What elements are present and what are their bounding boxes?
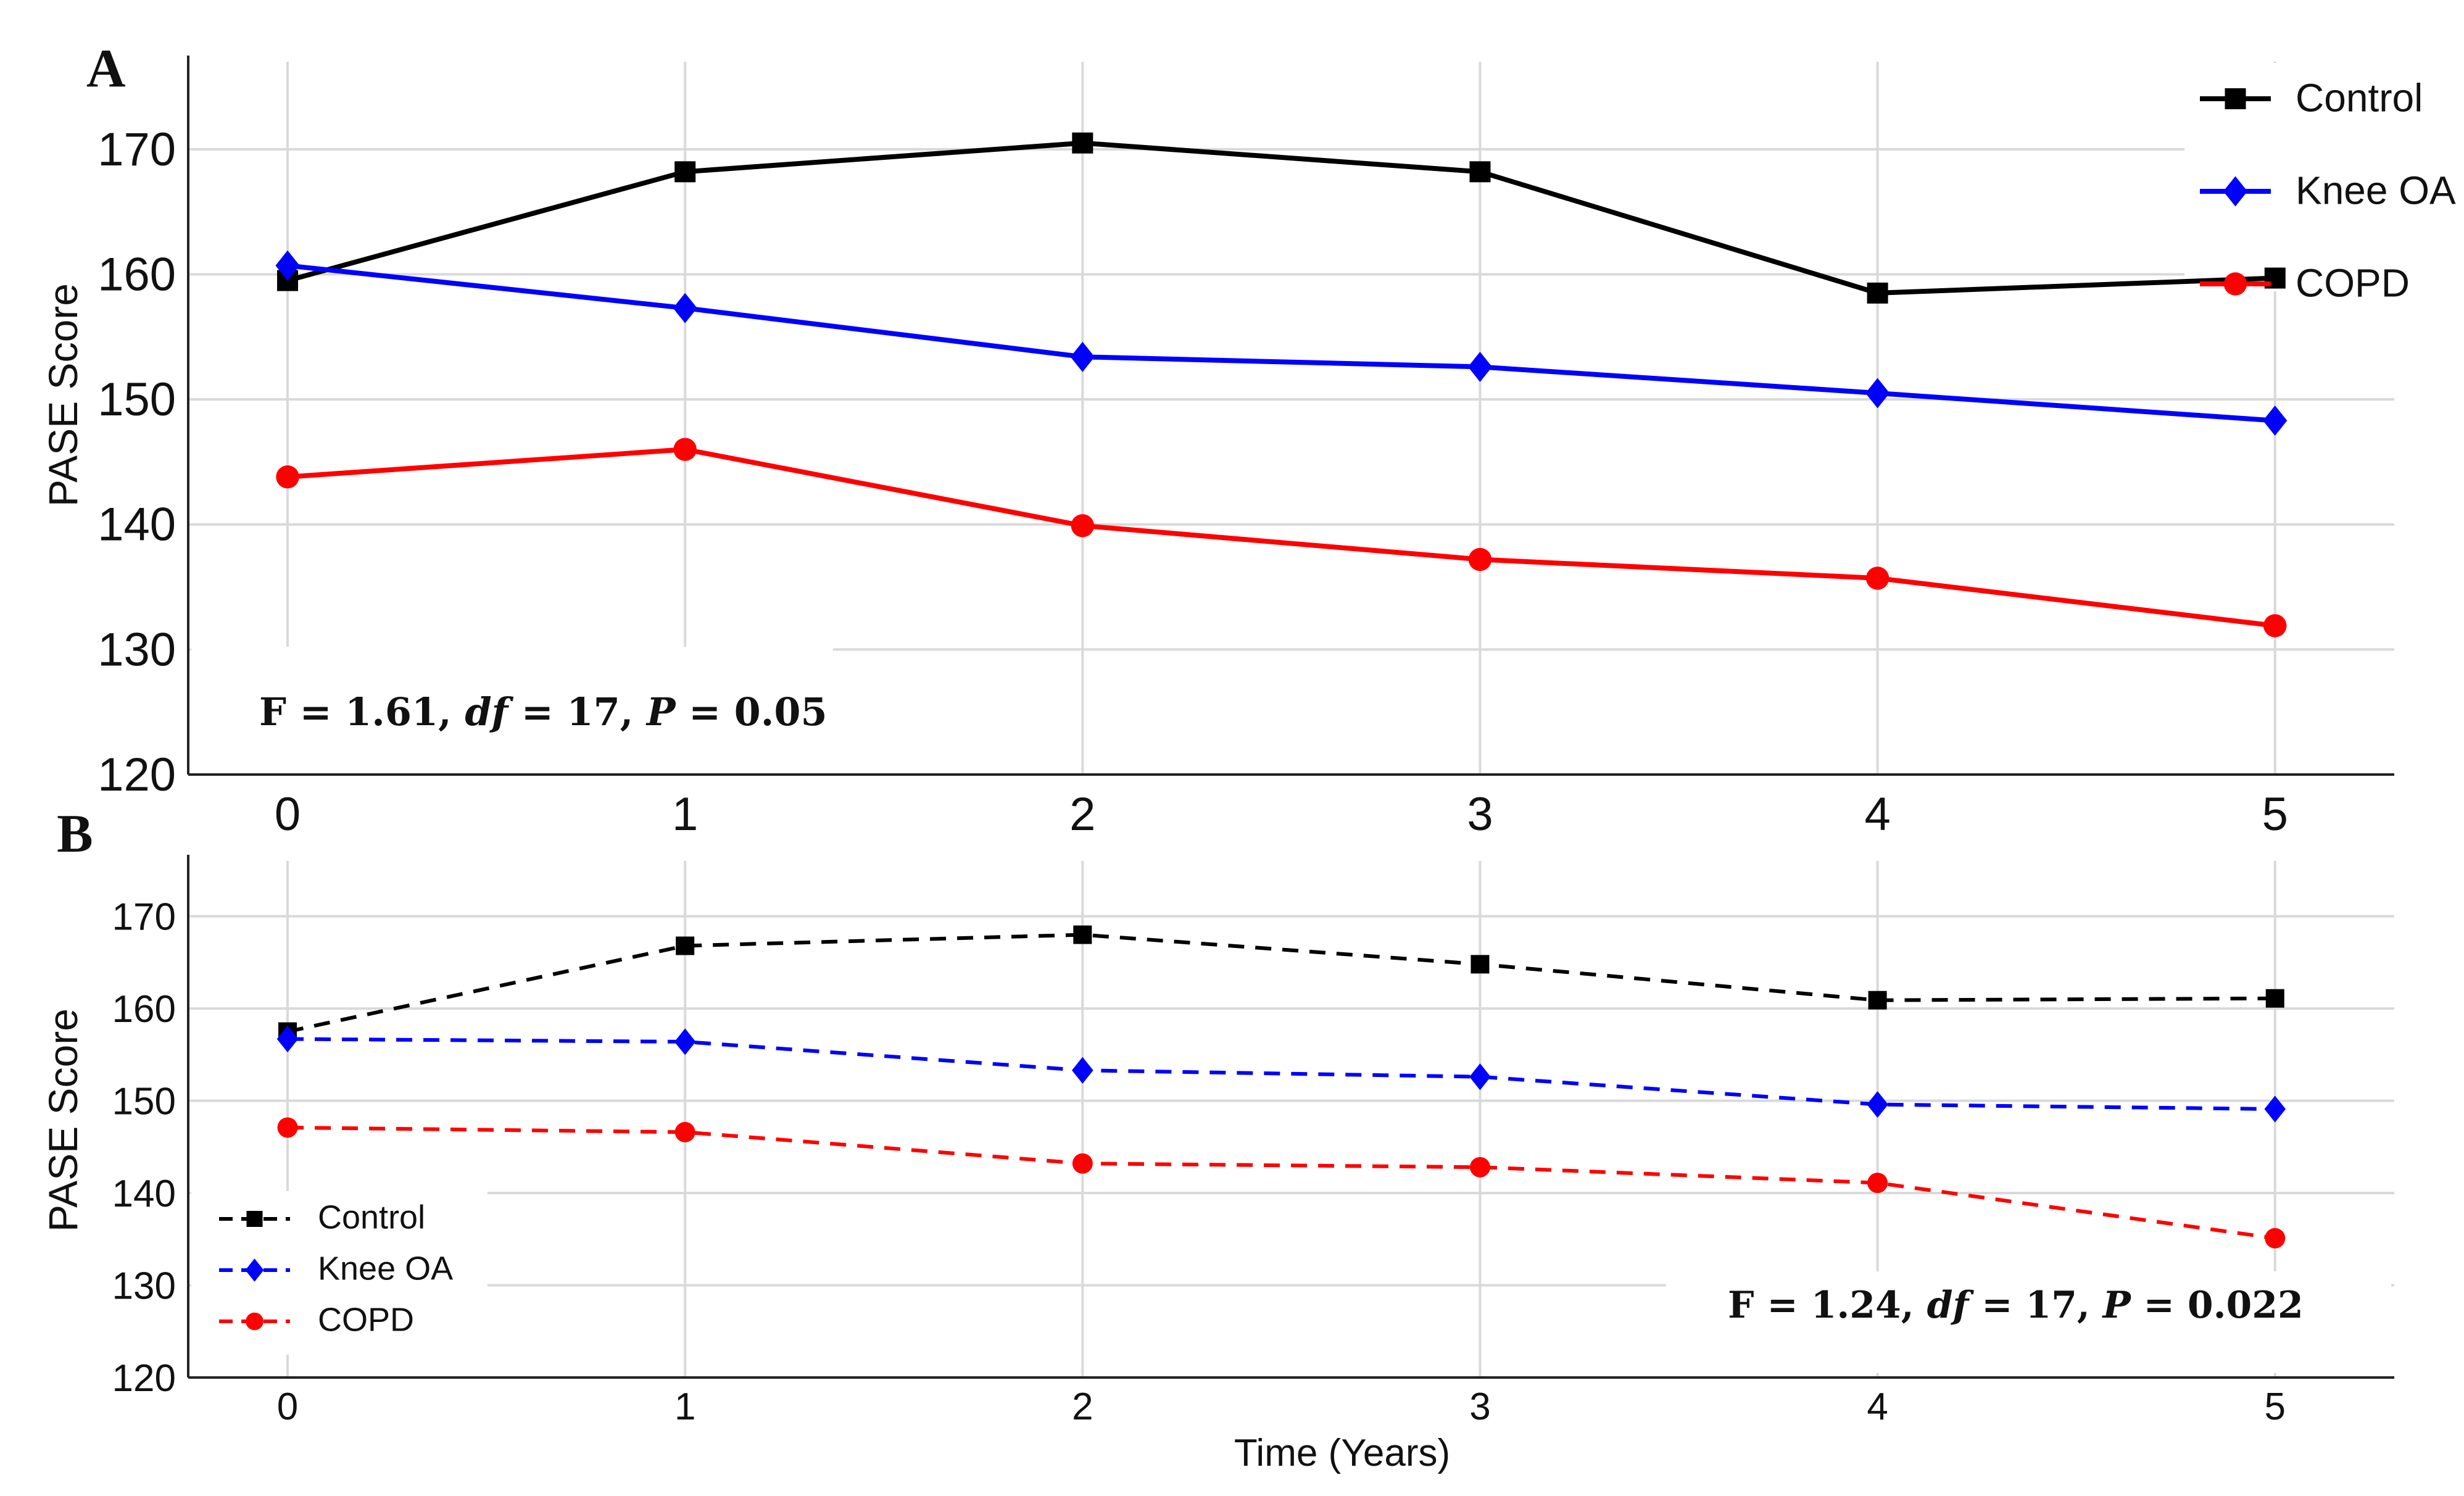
panel-b-series-copd-point [1469, 1157, 1490, 1178]
panel-a-stats-symbol: P [645, 689, 677, 734]
panel-a-ylabel: PASE Score [40, 283, 86, 507]
panel-b-xtick-label: 4 [1867, 1386, 1888, 1428]
panel-b-series-knee-oa-point [276, 1025, 299, 1053]
panel-b-series-knee-oa-point [1469, 1063, 1491, 1091]
panel-a-series-knee-oa-point [1467, 351, 1493, 382]
panel-b-ylabel: PASE Score [40, 1008, 86, 1232]
panel-b-series-knee-oa-point [1072, 1057, 1093, 1084]
panel-b-legend-box [191, 1191, 487, 1355]
panel-a-legend-copd-marker [2223, 272, 2247, 296]
panel-b-series-control-line [287, 933, 2275, 1034]
panel-a-series-copd-point [673, 438, 697, 461]
panel-a-series-control-point [1469, 161, 1491, 183]
panel-a-xtick-label: 4 [1864, 788, 1890, 841]
panel-b-stats-annotation: F = 1.24, df = 17, P = 0.022 [1728, 1284, 2304, 1327]
panel-b-letter: B [57, 804, 93, 864]
panel-a-xtick-label: 3 [1467, 788, 1493, 841]
panel-b-xlabel: Time (Years) [1234, 1432, 1450, 1474]
panel-a-xtick-label: 2 [1069, 788, 1095, 841]
panel-a-ytick-label: 130 [97, 623, 176, 676]
panel-b-ytick-label: 120 [112, 1357, 176, 1400]
panel-a-series-control-line [286, 140, 2275, 296]
panel-a-series-copd-point [1865, 567, 1889, 590]
panel-a-series-knee-oa-point [275, 250, 300, 281]
panel-b-xtick-label: 0 [277, 1386, 298, 1428]
panel-b-xtick-label: 5 [2265, 1386, 2286, 1428]
panel-b-series-control-point [1868, 991, 1887, 1010]
panel-a-stats-text: F = 1.61, [259, 689, 465, 734]
panel-b-ytick-label: 150 [112, 1081, 176, 1123]
panel-b-annotation-box [1666, 1271, 2391, 1373]
panel-b-stats-text: F = 1.24, [1728, 1284, 1927, 1327]
panel-a-series-control-point [674, 161, 696, 183]
panel-b-legend-control-label: Control [318, 1199, 425, 1236]
panel-b-series-knee-oa-point [674, 1028, 696, 1055]
panel-a-stats-annotation: F = 1.61, df = 17, P = 0.05 [259, 689, 828, 734]
panel-b-ytick-label: 160 [112, 988, 176, 1031]
panel-a-series-copd-point [1071, 514, 1095, 538]
panel-b-legend-control-marker [246, 1211, 263, 1227]
panel-b-ytick-label: 130 [112, 1265, 176, 1308]
panel-a-stats-symbol: df [465, 689, 513, 734]
panel-a-ytick-label: 160 [97, 248, 176, 301]
panel-b-series-control-point [1471, 955, 1490, 974]
panel-a-series-knee-oa-point [1070, 341, 1095, 372]
panel-a-letter: A [86, 39, 126, 99]
panel-b-ytick-label: 170 [112, 896, 176, 939]
panel-a-series-copd-point [2263, 614, 2287, 638]
panel-b-stats-symbol: P [2102, 1284, 2132, 1327]
panel-b-series-copd-point [674, 1121, 695, 1142]
panel-a-annotation-box [191, 647, 833, 773]
panel-b-xtick-label: 1 [674, 1386, 695, 1428]
panel-b-legend-copd-marker [246, 1312, 263, 1331]
panel-a-series-copd-point [1468, 547, 1492, 571]
panel-a-legend-copd-label: COPD [2296, 260, 2410, 305]
panel-a-xtick-label: 0 [275, 788, 301, 841]
panel-a-series-control-point [1072, 132, 1093, 154]
panel-a-series-knee-oa-point [673, 293, 697, 323]
panel-a-stats-text: = 17, [508, 689, 647, 734]
panel-a-xtick-label: 1 [672, 788, 698, 841]
panel-a-stats-text: = 0.05 [676, 689, 828, 734]
panel-b-stats-symbol: df [1927, 1284, 1975, 1327]
panel-b-series-control-point [1073, 925, 1092, 944]
panel-a: 120 130 140 150 160 170 0 1 2 3 4 5 PASE Score A Contr… [40, 39, 2456, 841]
panel-b-series-copd-point [1072, 1153, 1093, 1174]
panel-b-stats-text: = 17, [1968, 1284, 2102, 1327]
panel-a-series-knee-oa-point [1865, 378, 1890, 409]
panel-b-series-copd-line [288, 1125, 2276, 1240]
panel-a-legend-control-label: Control [2296, 75, 2423, 120]
panel-b-stats-text: = 0.022 [2131, 1284, 2304, 1327]
panel-a-legend-control-marker [2225, 88, 2246, 109]
panel-b-xtick-label: 2 [1072, 1386, 1093, 1428]
panel-a-ytick-label: 150 [97, 373, 176, 426]
panel-a-ytick-label: 170 [97, 123, 176, 176]
panel-b-series-control-point [676, 936, 695, 955]
panel-b-series-copd-point [2265, 1228, 2286, 1249]
panel-a-ytick-label: 120 [97, 749, 176, 801]
panel-a-ytick-label: 140 [97, 499, 176, 551]
panel-b-legend-copd-label: COPD [318, 1302, 414, 1339]
panel-b-series-knee-oa-point [2264, 1095, 2286, 1123]
panel-a-legend-knee-oa-label: Knee OA [2296, 168, 2456, 212]
panel-a-series-knee-oa-line [287, 263, 2276, 423]
panel-b-ytick-label: 140 [112, 1173, 176, 1215]
panel-b: 120 130 140 150 160 170 0 1 2 3 4 5 PASE Score Time (… [40, 804, 2394, 1474]
panel-b-legend-knee-oa-label: Knee OA [318, 1250, 453, 1287]
panel-b-series-knee-oa-line [288, 1037, 2275, 1112]
panel-b-series-copd-point [1867, 1173, 1888, 1194]
panel-b-xtick-label: 3 [1469, 1386, 1490, 1428]
panel-a-xtick-label: 5 [2262, 788, 2288, 841]
panel-b-series-control-point [2265, 989, 2284, 1008]
panel-a-series-control-point [1867, 282, 1888, 304]
panel-b-series-knee-oa-point [1867, 1091, 1888, 1118]
panel-a-legend-knee-oa-marker [2223, 176, 2248, 207]
panel-a-series-knee-oa-point [2263, 405, 2288, 436]
panel-b-legend-knee-oa-marker [245, 1258, 264, 1282]
panel-b-series-copd-point [277, 1117, 298, 1138]
panel-a-series-copd-point [276, 465, 299, 489]
panel-a-series-copd-line [287, 447, 2276, 628]
